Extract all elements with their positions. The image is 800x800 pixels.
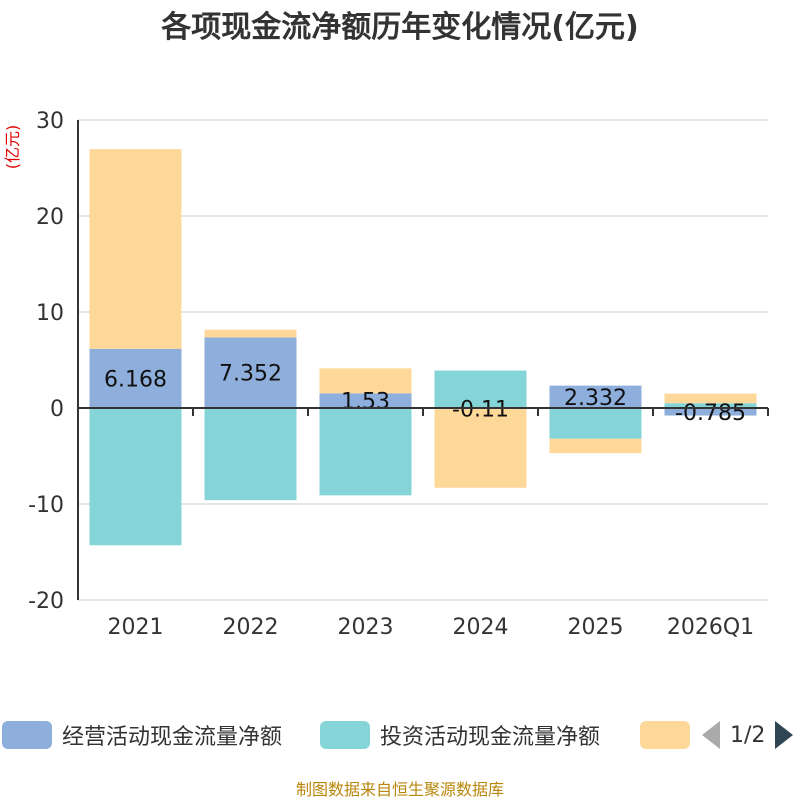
legend-item-financing[interactable]: [640, 718, 700, 752]
y-tick-label: 20: [36, 205, 64, 230]
legend-swatch-financing: [640, 721, 690, 749]
x-tick-label: 2025: [568, 615, 624, 640]
bar-operating: [664, 408, 757, 416]
bar-investing: [549, 408, 642, 439]
legend-pager: 1/2: [700, 718, 800, 752]
y-tick-label: -20: [28, 589, 64, 614]
pager-prev-icon[interactable]: [702, 721, 720, 749]
legend: 经营活动现金流量净额 投资活动现金流量净额: [0, 718, 800, 752]
y-tick-label: -10: [28, 493, 64, 518]
bar-financing: [664, 393, 757, 404]
data-label: 6.168: [104, 367, 167, 392]
data-label: 2.332: [564, 386, 627, 411]
bar-financing: [434, 409, 527, 488]
bar-financing: [319, 368, 412, 394]
bar-operating: [549, 385, 642, 408]
legend-label-investing: 投资活动现金流量净额: [380, 725, 601, 750]
legend-swatch-operating: [2, 721, 52, 749]
x-tick-label: 2024: [453, 615, 509, 640]
legend-swatch-investing: [320, 721, 370, 749]
y-axis-label: (亿元): [3, 125, 22, 170]
bar-investing: [434, 370, 527, 408]
x-tick-label: 2023: [338, 615, 394, 640]
y-tick-label: 0: [50, 397, 64, 422]
bar-financing: [549, 438, 642, 454]
pager-page-text: 1/2: [730, 722, 766, 748]
source-note: 制图数据来自恒生聚源数据库: [295, 780, 504, 799]
bar-financing: [204, 329, 297, 338]
bar-operating: [319, 393, 412, 408]
bar-operating: [204, 337, 297, 408]
bar-financing: [89, 149, 182, 349]
bar-investing: [319, 408, 412, 496]
data-label: -0.785: [675, 401, 746, 426]
data-label: 7.352: [219, 362, 282, 387]
legend-item-operating[interactable]: 经营活动现金流量净额: [2, 718, 282, 752]
legend-label-operating: 经营活动现金流量净额: [62, 725, 283, 750]
x-tick-label: 2021: [108, 615, 164, 640]
bar-investing: [204, 408, 297, 501]
x-tick-label: 2022: [223, 615, 279, 640]
x-tick-label: 2026Q1: [667, 615, 754, 640]
data-label: -0.11: [452, 398, 509, 423]
bar-investing: [664, 403, 757, 408]
bar-operating: [89, 348, 182, 408]
data-label: 1.53: [341, 390, 390, 415]
bar-investing: [89, 408, 182, 546]
chart-title: 各项现金流净额历年变化情况(亿元): [161, 10, 639, 45]
y-tick-label: 30: [36, 109, 64, 134]
y-tick-label: 10: [36, 301, 64, 326]
pager-next-icon[interactable]: [775, 721, 794, 749]
legend-item-investing[interactable]: 投资活动现金流量净额: [320, 718, 600, 752]
chart-area: 30 20 10 0 -10 -20 (亿元) 6.168 7.352 1.53 -0.11 2.33…: [3, 109, 769, 640]
